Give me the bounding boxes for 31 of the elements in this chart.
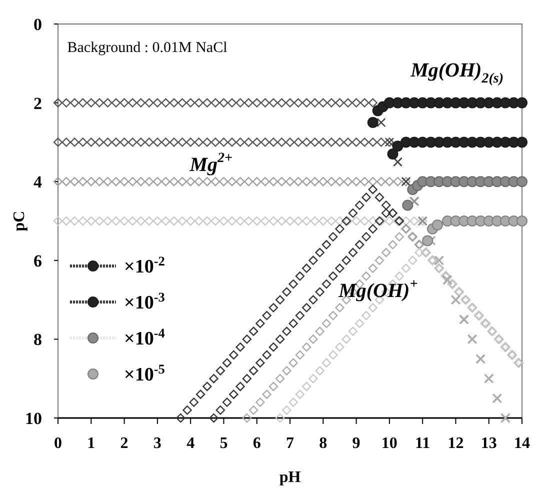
legend-label: ×10$^{-4}$ <box>124 325 166 350</box>
y-tick-label: 6 <box>34 251 42 270</box>
y-tick-label: 8 <box>34 330 42 350</box>
x-tick-label: 11 <box>415 435 430 452</box>
x-tick-label: 1 <box>87 435 96 452</box>
x-tick-label: 0 <box>54 435 62 452</box>
x-tick-label: 2 <box>120 435 128 452</box>
y-tick-label: 10 <box>25 408 42 428</box>
legend-label: ×10$^{-5}$ <box>124 361 166 386</box>
x-tick-label: 7 <box>286 435 294 452</box>
annotation: Mg(OH)$_{2(s)}$ <box>410 58 504 86</box>
annotation: Background : 0.01M NaCl <box>67 40 228 56</box>
y-tick-label: 0 <box>34 14 42 34</box>
x-tick-label: 13 <box>480 435 497 452</box>
x-axis-title: pH <box>279 469 302 486</box>
y-tick-label: 4 <box>34 172 42 192</box>
x-tick-label: 8 <box>319 435 328 452</box>
annotation: Mg(OH)$^{+}$ <box>338 276 418 302</box>
x-tick-label: 3 <box>153 435 162 452</box>
x-tick-label: 4 <box>186 435 195 452</box>
x-tick-label: 14 <box>514 435 530 452</box>
y-axis-title: pC <box>11 210 28 232</box>
legend-label: ×10$^{-3}$ <box>124 289 166 314</box>
legend-label: ×10$^{-2}$ <box>124 253 166 278</box>
annotation: Mg$^{2+}$ <box>188 150 233 176</box>
x-tick-label: 6 <box>252 435 261 452</box>
x-tick-label: 5 <box>220 435 228 452</box>
x-tick-label: 12 <box>448 435 464 452</box>
x-tick-label: 10 <box>381 435 398 452</box>
y-tick-label: 2 <box>34 94 42 113</box>
x-tick-label: 9 <box>352 435 360 452</box>
